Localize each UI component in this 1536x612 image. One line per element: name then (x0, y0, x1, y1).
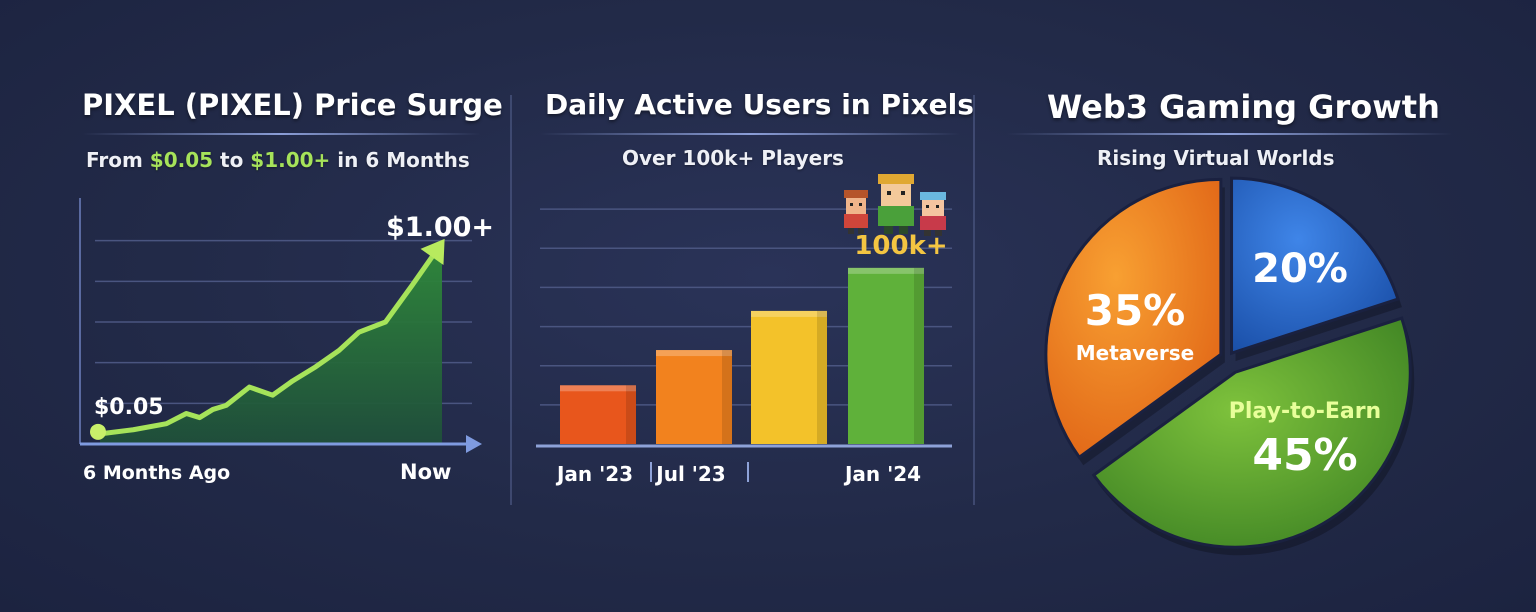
growth-panel: Web3 Gaming Growth Rising Virtual Worlds… (975, 0, 1536, 612)
dau-tick-label: Jan '24 (843, 462, 921, 486)
dau-tick-label: Jul '23 (654, 462, 725, 486)
price-area-fill (100, 248, 442, 444)
panel-divider-1 (510, 95, 512, 505)
growth-chart-title: Web3 Gaming Growth (1047, 88, 1440, 126)
x-label-start: 6 Months Ago (83, 462, 230, 484)
subtitle-suffix: in 6 Months (330, 148, 470, 172)
dau-panel: Daily Active Users in Pixels Over 100k+ … (512, 0, 974, 612)
subtitle-end-price: $1.00+ (250, 148, 331, 172)
pie-labels: 20% 45% Play-to-Earn 35% Metaverse (1076, 246, 1381, 481)
pie-name-label: Metaverse (1076, 341, 1194, 365)
pie-slice (1044, 177, 1223, 460)
dau-bar-highlight (848, 267, 924, 274)
dau-bar-highlight (656, 350, 732, 357)
dau-bar-shade (722, 350, 732, 444)
x-axis-arrow-icon (466, 435, 482, 453)
subtitle-mid: to (213, 148, 251, 172)
dau-bar (848, 267, 924, 444)
x-label-end: Now (400, 460, 451, 484)
dau-bar (656, 350, 732, 444)
pie-name-label: Play-to-Earn (1229, 399, 1381, 424)
dau-bar-highlight (751, 310, 827, 317)
dau-bar (560, 385, 636, 444)
dau-bars (560, 267, 924, 444)
price-arrowhead-icon (420, 238, 445, 265)
pie-pct-label: 45% (1252, 430, 1357, 481)
dau-chart-subtitle: Over 100k+ Players (622, 146, 844, 170)
pie-pct-label: 35% (1085, 286, 1186, 335)
price-panel: PIXEL (PIXEL) Price Surge From $0.05 to … (0, 0, 510, 612)
pie-chart: 20% 45% Play-to-Earn 35% Metaverse (1044, 176, 1415, 556)
price-title-underline (82, 133, 480, 135)
subtitle-start-price: $0.05 (149, 148, 214, 172)
dau-title-underline (540, 133, 960, 135)
pie-pct-label: 20% (1252, 246, 1348, 292)
dau-bar-highlight (560, 385, 636, 392)
subtitle-prefix: From (86, 148, 150, 172)
dau-bar-shade (914, 267, 924, 444)
pie-slice (1230, 176, 1400, 356)
pie-slices (1044, 176, 1415, 556)
panel-divider-2 (973, 95, 975, 505)
dau-tick-labels: Jan '23 Jul '23 Jan '24 (555, 462, 921, 486)
growth-title-underline (1007, 133, 1453, 135)
price-start-marker (90, 423, 106, 440)
dau-data-label: 100k+ (854, 231, 947, 261)
dau-chart-title: Daily Active Users in Pixels (545, 88, 974, 121)
price-chart-subtitle: From $0.05 to $1.00+ in 6 Months (86, 148, 470, 172)
price-chart: $0.05 $1.00+ 6 Months Ago Now (79, 198, 494, 484)
price-chart-title: PIXEL (PIXEL) Price Surge (82, 88, 503, 122)
dau-bar (751, 310, 827, 444)
price-end-annotation: $1.00+ (386, 212, 494, 243)
price-line (97, 254, 435, 437)
price-start-annotation: $0.05 (94, 395, 164, 420)
growth-chart-subtitle: Rising Virtual Worlds (1097, 146, 1335, 170)
dau-bar-shade (626, 385, 636, 444)
dau-bar-shade (817, 310, 827, 444)
pixel-characters-icon (844, 174, 946, 236)
dau-chart: Jan '23 Jul '23 Jan '24 100k+ (536, 174, 952, 486)
pie-slice (1091, 316, 1412, 549)
dau-tick-label: Jan '23 (555, 462, 633, 486)
